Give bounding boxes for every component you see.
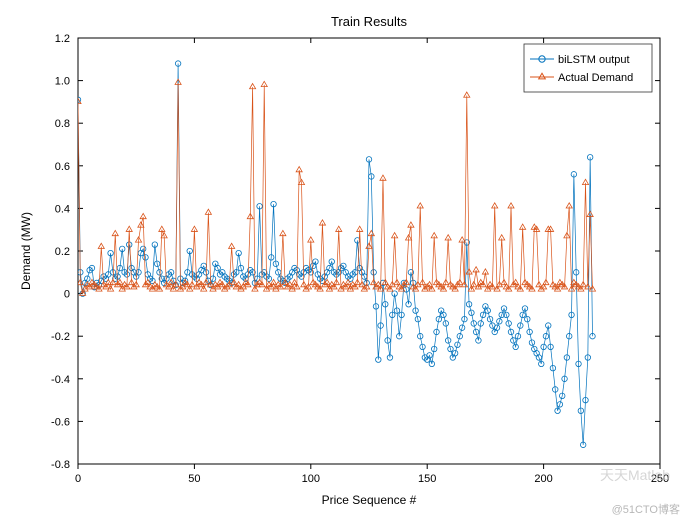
ytick-label: -0.8: [51, 459, 70, 471]
legend-label: biLSTM output: [558, 54, 630, 66]
ytick-label: -0.6: [51, 416, 70, 428]
x-axis-label: Price Sequence #: [322, 493, 417, 507]
ytick-label: 0.8: [55, 118, 70, 130]
xtick-label: 100: [302, 473, 320, 485]
xtick-label: 200: [534, 473, 552, 485]
xtick-label: 250: [651, 473, 669, 485]
ytick-label: -0.2: [51, 331, 70, 343]
ytick-label: -0.4: [51, 374, 70, 386]
ytick-label: 1.0: [55, 76, 70, 88]
chart-svg: 0 50 100 150 200 250 -0.8 -0.6 -0.4 -0.2 0 0.2 0.4 0.…: [0, 0, 700, 525]
ytick-label: 0.4: [55, 203, 70, 215]
legend-label: Actual Demand: [558, 72, 633, 84]
xtick-label: 50: [188, 473, 200, 485]
ytick-label: 1.2: [55, 33, 70, 45]
chart-container: 0 50 100 150 200 250 -0.8 -0.6 -0.4 -0.2 0 0.2 0.4 0.…: [0, 0, 700, 525]
chart-title: Train Results: [331, 14, 408, 29]
ytick-label: 0.2: [55, 246, 70, 258]
ytick-label: 0: [64, 289, 70, 301]
legend-box: [524, 44, 652, 92]
legend: biLSTM output Actual Demand: [524, 44, 652, 92]
ytick-label: 0.6: [55, 161, 70, 173]
y-axis-label: Demand (MW): [19, 212, 33, 290]
xtick-label: 150: [418, 473, 436, 485]
xtick-label: 0: [75, 473, 81, 485]
